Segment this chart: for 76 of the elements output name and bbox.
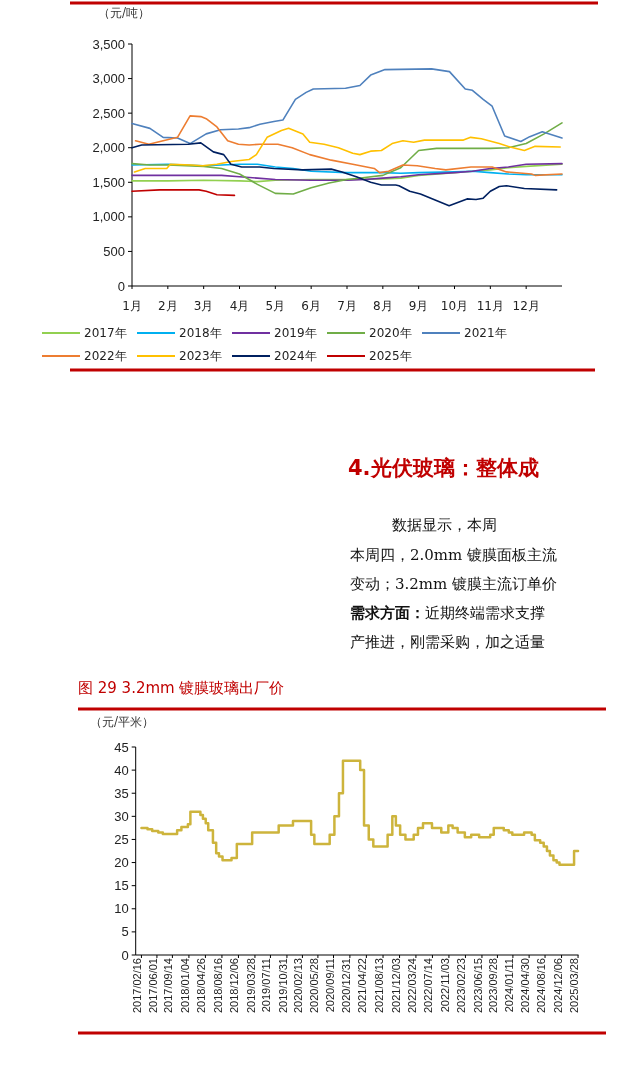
x-tick-label: 2021/12/03 [389, 958, 402, 1014]
y-tick-label: 1,000 [92, 209, 125, 225]
x-tick-label: 2017/09/14 [162, 958, 175, 1014]
y-tick-label: 45 [114, 739, 129, 755]
x-tick-label: 9月 [408, 299, 429, 313]
x-tick-label: 2019/07/11 [260, 958, 273, 1013]
text: 数据显示，本周 [392, 516, 497, 534]
x-tick-label: 2021/04/22 [356, 958, 369, 1014]
chart-title: 图 29 3.2mm 镀膜玻璃出厂价 [78, 679, 285, 697]
text: 产推进，刚需采购，加之适量 [350, 633, 545, 651]
y-tick-label: 500 [103, 243, 125, 259]
y-tick-label: 0 [117, 278, 125, 294]
x-tick-label: 4月 [229, 299, 250, 313]
legend-label: 2023年 [179, 349, 222, 363]
x-tick-label: 2022/11/03 [438, 958, 451, 1013]
y-tick-label: 5 [121, 924, 129, 940]
x-tick-label: 7月 [337, 299, 357, 313]
legend-label: 2019年 [274, 326, 317, 340]
x-tick-label: 2023/02/23 [455, 958, 468, 1014]
x-tick-label: 2024/01/11 [502, 958, 515, 1013]
legend-label: 2024年 [274, 349, 317, 363]
x-tick-label: 2020/12/31 [339, 958, 352, 1014]
x-tick-label: 2018/08/16 [211, 958, 224, 1014]
x-tick-label: 2019/03/28 [244, 958, 257, 1014]
text: 4.光伏玻璃：整体成 [348, 456, 539, 480]
y-tick-label: 30 [114, 808, 129, 824]
x-tick-label: 2018/12/06 [228, 958, 241, 1014]
y-tick-label: 3,500 [92, 36, 125, 52]
x-tick-label: 2025/03/28 [568, 958, 581, 1014]
y-axis-title: （元/平米） [90, 715, 155, 729]
legend-label: 2022年 [84, 349, 127, 363]
legend-label: 2020年 [369, 326, 412, 340]
x-tick-label: 8月 [373, 299, 393, 313]
x-tick-label: 12月 [512, 299, 540, 313]
y-tick-label: 3,000 [92, 71, 125, 87]
legend-label: 2025年 [369, 349, 412, 363]
x-tick-label: 2023/06/15 [471, 958, 484, 1014]
y-axis-title: （元/吨） [98, 6, 151, 20]
x-tick-label: 2018/01/04 [178, 958, 191, 1014]
x-tick-label: 2019/10/31 [276, 958, 289, 1014]
y-tick-label: 35 [114, 785, 129, 801]
y-tick-label: 20 [114, 855, 129, 871]
y-tick-label: 25 [114, 831, 129, 847]
x-tick-label: 5月 [265, 299, 286, 313]
x-tick-label: 2月 [158, 299, 178, 313]
x-tick-label: 6月 [301, 299, 321, 313]
x-tick-label: 2017/06/01 [146, 958, 159, 1014]
x-tick-label: 2024/08/16 [535, 958, 548, 1014]
x-tick-label: 2023/09/28 [487, 958, 500, 1014]
x-tick-label: 2024/04/30 [519, 958, 532, 1014]
x-tick-label: 11月 [476, 299, 504, 313]
text: 变动；3.2mm 镀膜主流订单价 [350, 575, 558, 593]
x-tick-label: 2018/04/26 [195, 958, 208, 1014]
x-tick-label: 2020/02/13 [292, 958, 305, 1014]
x-tick-label: 2020/09/11 [323, 958, 336, 1013]
y-tick-label: 2,500 [92, 105, 125, 121]
y-tick-label: 1,500 [92, 174, 125, 190]
y-tick-label: 15 [114, 878, 129, 894]
x-tick-label: 2020/05/28 [307, 958, 320, 1014]
y-tick-label: 40 [114, 762, 129, 778]
y-tick-label: 0 [121, 947, 129, 963]
x-tick-label: 10月 [440, 299, 469, 313]
x-tick-label: 1月 [122, 299, 142, 313]
y-tick-label: 2,000 [92, 140, 125, 156]
x-tick-label: 3月 [193, 299, 214, 313]
legend-label: 2021年 [464, 326, 507, 340]
x-tick-label: 2022/07/14 [422, 958, 435, 1014]
text: 本周四，2.0mm 镀膜面板主流 [350, 546, 558, 564]
text: 需求方面：近期终端需求支撑 [350, 604, 545, 622]
legend-label: 2018年 [179, 326, 222, 340]
x-tick-label: 2017/02/16 [131, 958, 144, 1014]
legend-label: 2017年 [84, 326, 127, 340]
x-tick-label: 2022/03/24 [405, 958, 418, 1014]
x-tick-label: 2021/08/13 [373, 958, 386, 1014]
y-tick-label: 10 [114, 901, 129, 917]
x-tick-label: 2024/12/06 [551, 958, 564, 1014]
